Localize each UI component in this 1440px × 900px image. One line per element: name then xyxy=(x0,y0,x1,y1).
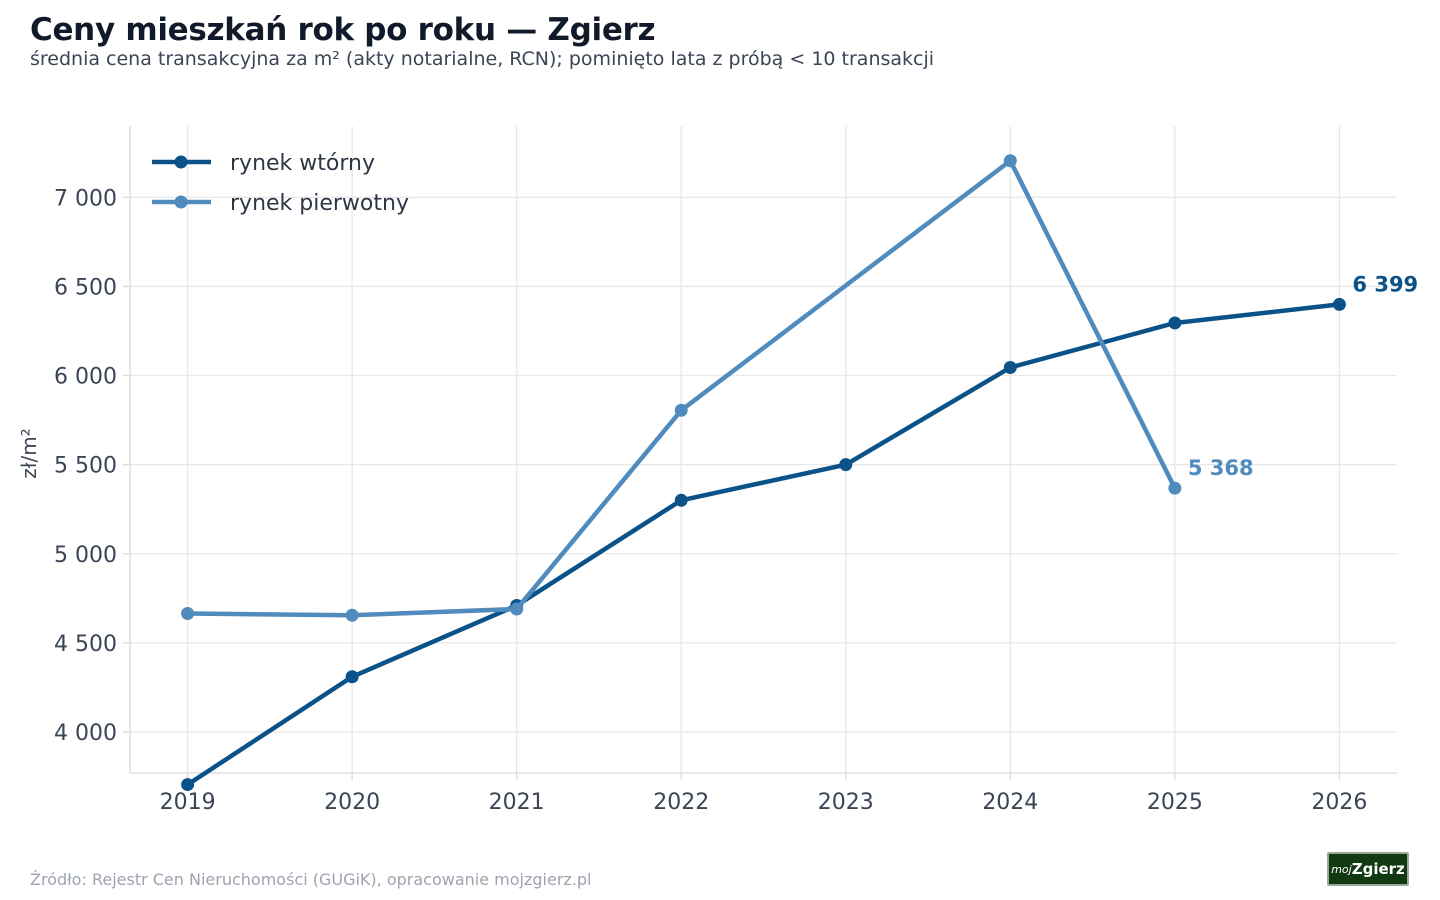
legend-marker xyxy=(174,195,188,209)
legend-marker xyxy=(174,155,188,169)
y-tick-label: 5 500 xyxy=(54,454,117,479)
data-point xyxy=(345,670,359,684)
data-point xyxy=(1003,361,1017,375)
x-tick-label: 2019 xyxy=(160,790,216,815)
y-tick-label: 4 000 xyxy=(54,721,117,746)
y-tick-label: 4 500 xyxy=(54,632,117,657)
data-point xyxy=(1332,297,1346,311)
end-value-label: 5 368 xyxy=(1188,456,1254,480)
x-tick-label: 2020 xyxy=(324,790,380,815)
data-point xyxy=(345,608,359,622)
legend-item: rynek wtórny xyxy=(152,151,375,176)
data-point xyxy=(510,602,524,616)
series-line xyxy=(185,302,1342,787)
series-primary-market: 5 368 xyxy=(181,154,1254,622)
data-point xyxy=(1003,154,1017,168)
y-tick-label: 7 000 xyxy=(54,186,117,211)
legend-label: rynek pierwotny xyxy=(230,191,409,216)
data-point xyxy=(181,606,195,620)
data-point xyxy=(1168,481,1182,495)
x-tick-label: 2023 xyxy=(818,790,874,815)
data-point xyxy=(181,778,195,792)
y-tick-label: 6 000 xyxy=(54,365,117,390)
grid xyxy=(130,126,1397,773)
source-note: Źródło: Rejestr Cen Nieruchomości (GUGiK… xyxy=(30,870,592,889)
data-point xyxy=(674,493,688,507)
legend: rynek wtórny rynek pierwotny xyxy=(152,151,409,216)
x-tick-label: 2024 xyxy=(982,790,1038,815)
axes: 4 000 4 500 5 000 5 500 6 000 6 500 7 000 2019 2… xyxy=(17,126,1397,815)
series: 6 399 5 368 xyxy=(181,154,1418,792)
x-tick-label: 2021 xyxy=(489,790,545,815)
x-tick-label: 2025 xyxy=(1147,790,1203,815)
chart-title: Ceny mieszkań rok po roku — Zgierz xyxy=(30,12,656,48)
x-tick-label: 2026 xyxy=(1311,790,1367,815)
legend-label: rynek wtórny xyxy=(230,151,375,176)
y-tick-label: 6 500 xyxy=(54,275,117,300)
data-point xyxy=(674,403,688,417)
y-tick-label: 5 000 xyxy=(54,543,117,568)
y-axis-label: zł/m² xyxy=(17,428,41,478)
x-tick-label: 2022 xyxy=(653,790,709,815)
chart-subtitle: średnia cena transakcyjna za m² (akty no… xyxy=(30,48,935,70)
end-value-label: 6 399 xyxy=(1352,272,1418,296)
legend-item: rynek pierwotny xyxy=(152,191,409,216)
series-line xyxy=(185,158,1178,618)
logo-main: Zgierz xyxy=(1351,860,1405,878)
brand-logo[interactable]: moj Zgierz xyxy=(1327,852,1409,886)
data-point xyxy=(839,458,853,472)
logo-prefix: moj xyxy=(1331,862,1352,876)
series-secondary-market: 6 399 xyxy=(181,272,1418,792)
data-point xyxy=(1168,316,1182,330)
